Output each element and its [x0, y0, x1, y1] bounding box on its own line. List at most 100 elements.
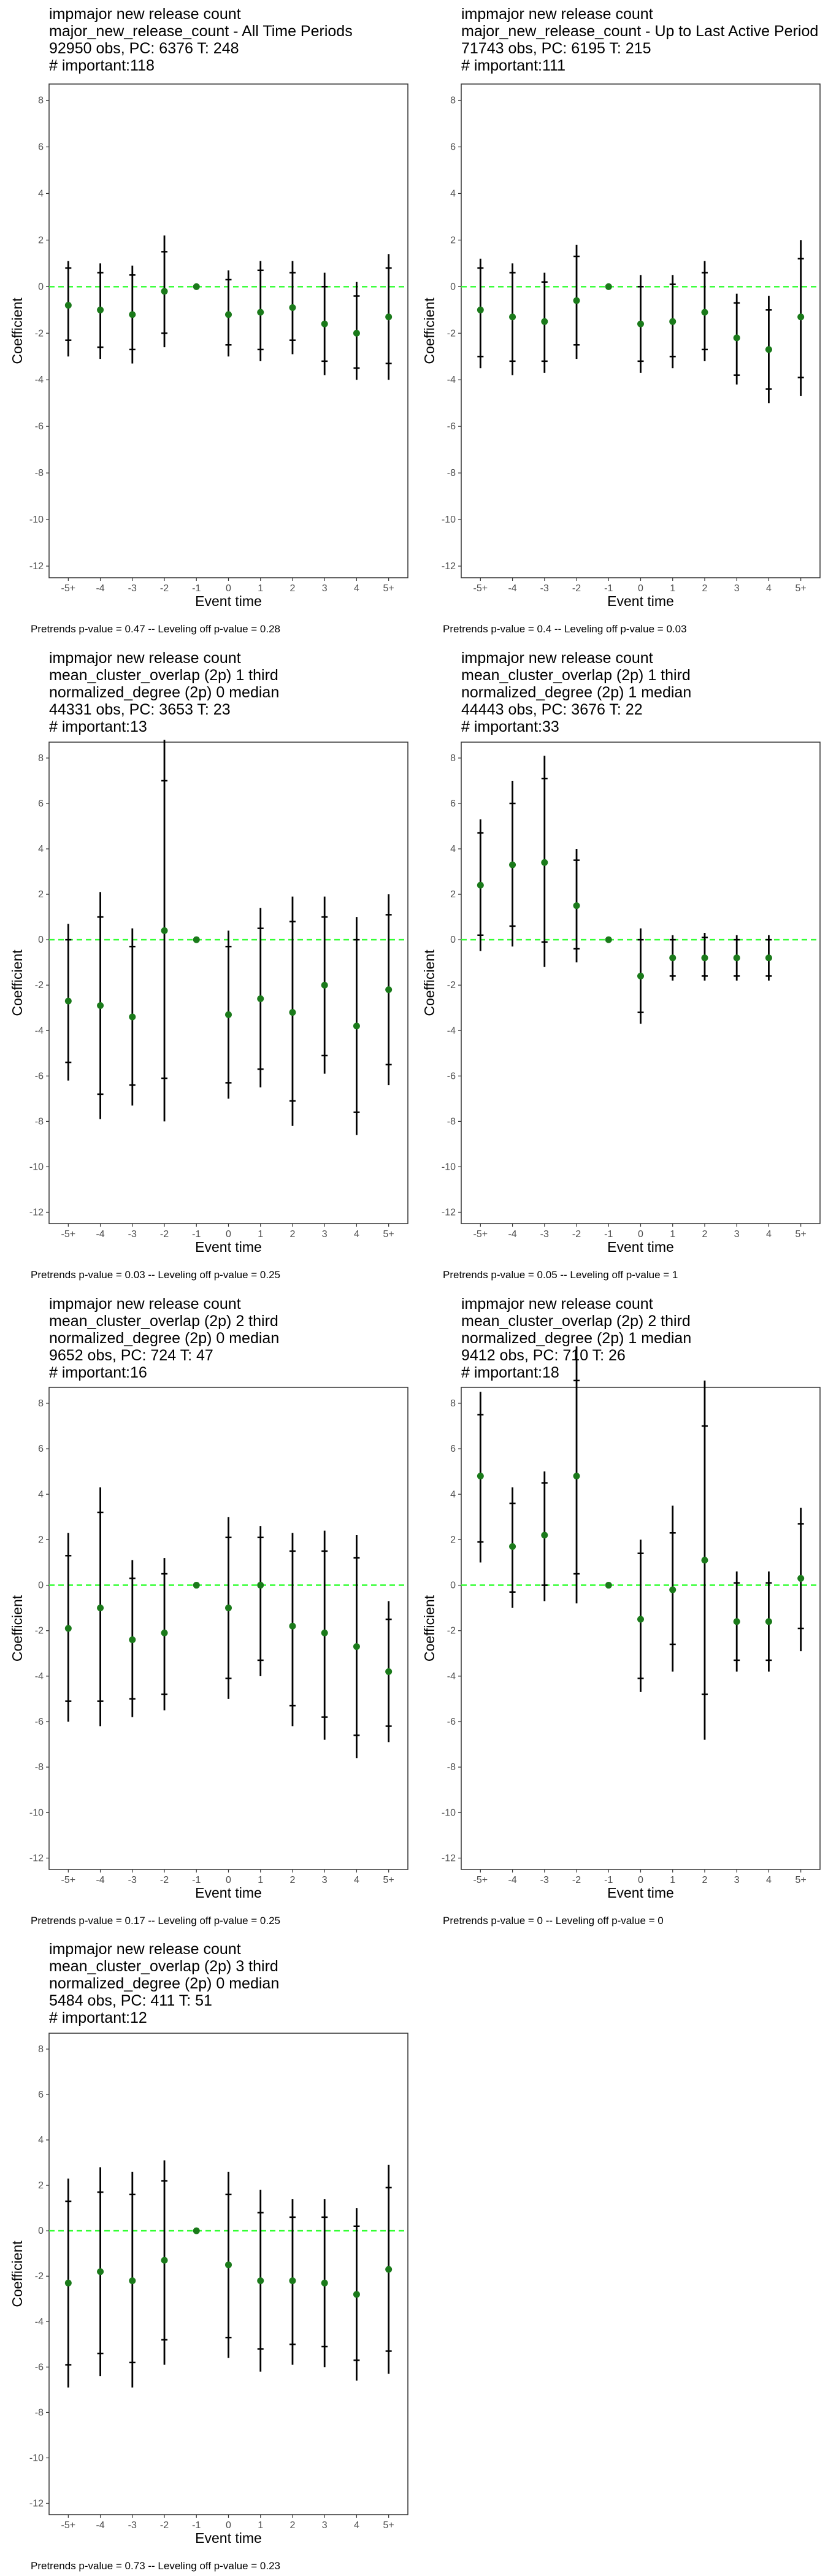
x-tick-label: 1	[670, 1229, 675, 1240]
chart-panel: impmajor new release countmajor_new_rele…	[421, 6, 821, 635]
y-tick-label: 4	[38, 844, 44, 854]
y-tick-label: 8	[450, 96, 456, 106]
pvalue-footer: Pretrends p-value = 0.17 -- Leveling off…	[31, 1915, 280, 1926]
data-point-group	[97, 2167, 104, 2377]
x-tick-label: 5+	[383, 583, 394, 594]
y-tick-label: -6	[447, 1717, 456, 1727]
y-tick-label: 0	[38, 935, 44, 945]
estimate-point	[193, 936, 200, 943]
estimate-point	[385, 313, 393, 321]
x-tick-label: 0	[226, 1875, 231, 1885]
chart-title-line: 9652 obs, PC: 724 T: 47	[49, 1347, 213, 1364]
y-tick-label: -4	[447, 1025, 456, 1036]
y-tick-label: 2	[38, 889, 44, 900]
x-tick-label: 2	[290, 1229, 296, 1240]
data-point-group	[289, 261, 296, 355]
chart-panel: impmajor new release countmean_cluster_o…	[421, 1295, 821, 1926]
data-point-group	[97, 892, 104, 1119]
data-point-group	[637, 1539, 644, 1692]
data-point-group	[701, 261, 708, 361]
data-point-group	[637, 928, 644, 1024]
y-tick-label: -4	[35, 2317, 44, 2327]
estimate-point	[161, 2256, 168, 2264]
data-point-group	[129, 266, 136, 364]
x-tick-label: -4	[508, 1875, 516, 1885]
chart-title-line: impmajor new release count	[49, 1941, 241, 1958]
y-tick-label: -12	[442, 1853, 456, 1863]
estimate-point	[797, 1574, 805, 1582]
y-tick-label: -10	[29, 2453, 44, 2463]
y-tick-label: 8	[38, 753, 44, 764]
data-point-group	[733, 935, 740, 981]
data-point-group	[225, 270, 232, 357]
chart-title-line: # important:12	[49, 2009, 147, 2026]
y-tick-label: -10	[442, 1807, 456, 1818]
y-tick-label: 2	[450, 889, 456, 900]
y-tick-label: -12	[442, 561, 456, 572]
chart-title-line: 5484 obs, PC: 411 T: 51	[49, 1992, 212, 2009]
estimate-point	[541, 1531, 548, 1539]
x-tick-label: 3	[322, 2520, 328, 2531]
data-point-group	[573, 245, 580, 359]
y-axis-label: Coefficient	[421, 949, 437, 1016]
estimate-point	[64, 302, 72, 309]
chart-title-line: impmajor new release count	[461, 650, 653, 667]
y-tick-label: 2	[450, 235, 456, 245]
data-point-group	[129, 928, 136, 1106]
chart-title-line: # important:18	[461, 1364, 559, 1381]
chart-title-line: mean_cluster_overlap (2p) 1 third	[461, 667, 691, 684]
estimate-point	[797, 313, 805, 321]
data-point-group	[605, 283, 612, 290]
y-tick-label: -12	[29, 1853, 44, 1863]
estimate-point	[701, 1557, 708, 1564]
x-tick-label: -4	[96, 1229, 104, 1240]
data-point-group	[541, 756, 548, 967]
y-tick-label: 4	[450, 188, 456, 199]
data-point-group	[385, 254, 393, 380]
data-point-group	[353, 2208, 360, 2381]
x-tick-label: -2	[160, 1875, 169, 1885]
chart-title-line: 44443 obs, PC: 3676 T: 22	[461, 701, 643, 718]
x-axis-label: Event time	[195, 1885, 262, 1901]
x-tick-label: 5+	[383, 2520, 394, 2531]
data-point-group	[541, 1471, 548, 1601]
chart-title-line: mean_cluster_overlap (2p) 1 third	[49, 667, 278, 684]
chart-title-line: normalized_degree (2p) 1 median	[461, 1330, 691, 1347]
x-tick-label: 1	[258, 583, 263, 594]
y-tick-label: -6	[35, 2362, 44, 2372]
estimate-point	[669, 954, 677, 962]
chart-title-line: # important:111	[461, 57, 565, 74]
y-tick-label: -2	[447, 1626, 456, 1636]
y-tick-label: 2	[38, 2180, 44, 2191]
x-tick-label: -2	[160, 1229, 169, 1240]
y-tick-label: 6	[38, 799, 44, 809]
estimate-point	[541, 318, 548, 325]
y-tick-label: 0	[450, 1581, 456, 1591]
data-point-group	[161, 740, 168, 1122]
data-point-group	[257, 261, 264, 361]
data-point-group	[733, 293, 740, 385]
estimate-point	[225, 1604, 232, 1612]
data-point-group	[321, 1530, 328, 1740]
data-point-group	[573, 849, 580, 963]
x-tick-label: 0	[638, 1875, 643, 1885]
estimate-point	[225, 311, 232, 318]
x-tick-label: -3	[128, 2520, 137, 2531]
estimate-point	[701, 309, 708, 316]
estimate-point	[129, 1636, 136, 1644]
x-tick-label: 2	[290, 583, 296, 594]
pvalue-footer: Pretrends p-value = 0.03 -- Leveling off…	[31, 1269, 280, 1281]
data-point-group	[509, 263, 516, 375]
x-tick-label: -1	[604, 1229, 613, 1240]
estimate-point	[353, 2291, 360, 2298]
y-tick-label: -2	[35, 1626, 44, 1636]
y-tick-label: 4	[38, 1489, 44, 1500]
x-tick-label: -1	[192, 1875, 201, 1885]
data-point-group	[289, 2199, 296, 2365]
y-tick-label: -4	[35, 1671, 44, 1682]
y-tick-label: -10	[29, 1807, 44, 1818]
y-tick-label: 8	[38, 96, 44, 106]
y-axis-label: Coefficient	[9, 2241, 25, 2307]
x-tick-label: 1	[258, 2520, 263, 2531]
y-tick-label: -12	[442, 1207, 456, 1217]
